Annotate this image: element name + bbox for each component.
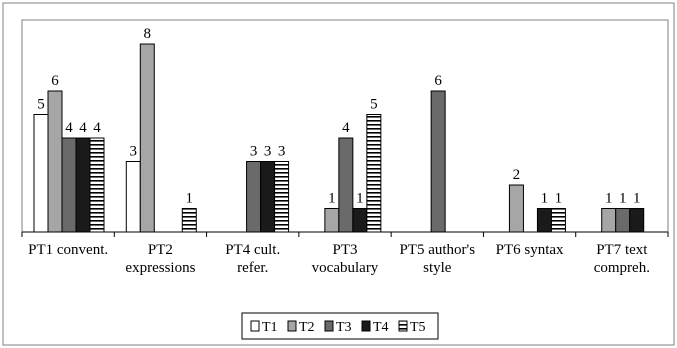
x-tick-label-line: PT6 syntax <box>496 242 564 258</box>
data-label-t2-cat1: 6 <box>51 73 59 89</box>
x-tick-label-6: PT6 syntax <box>496 242 564 258</box>
x-tick-label-line: refer. <box>237 260 268 276</box>
data-label-t5-cat4: 5 <box>370 97 378 113</box>
data-label-t2-cat7: 1 <box>605 191 613 207</box>
x-tick-label-line: PT7 text <box>596 242 648 258</box>
bar-t4-cat4 <box>352 208 368 233</box>
data-label-t4-cat4: 1 <box>356 191 364 207</box>
data-label-t3-cat5: 6 <box>434 73 442 89</box>
data-label-t3-cat4: 4 <box>342 120 350 136</box>
x-tick-label-line: style <box>423 260 452 276</box>
x-tick-label-line: PT5 author's <box>399 242 475 258</box>
bar-t3-cat7 <box>615 208 631 233</box>
bar-t5-cat6 <box>550 208 566 233</box>
x-tick-label-7: PT7 text compreh. <box>594 242 650 276</box>
legend-label-t3: T3 <box>336 320 352 335</box>
x-tick-label-line: PT2 <box>148 242 173 258</box>
bar-t3-cat5 <box>430 90 446 233</box>
bar-t4-cat6 <box>536 208 552 233</box>
legend-swatch-t4 <box>361 320 371 332</box>
data-label-t5-cat1: 4 <box>93 120 101 136</box>
bar-t2-cat6 <box>508 184 524 233</box>
legend: T1 T2 T3 T4 T5 <box>241 312 439 340</box>
data-label-t4-cat1: 4 <box>79 120 87 136</box>
bar-t4-cat7 <box>629 208 645 233</box>
legend-swatch-t1 <box>250 320 260 332</box>
data-label-t4-cat3: 3 <box>264 144 272 160</box>
bar-t3-cat4 <box>338 137 354 233</box>
data-label-t5-cat2: 1 <box>186 191 194 207</box>
x-tick-label-5: PT5 author's style <box>399 242 475 276</box>
bar-t5-cat3 <box>274 161 290 233</box>
x-tick-label-line: vocabulary <box>312 260 379 276</box>
x-tick-label-line: compreh. <box>594 260 650 276</box>
bar-t3-cat1 <box>61 137 77 233</box>
data-label-t3-cat7: 1 <box>619 191 627 207</box>
legend-label-t4: T4 <box>373 320 389 335</box>
x-tick-label-2: PT2 expressions <box>125 242 195 276</box>
data-label-t5-cat3: 3 <box>278 144 286 160</box>
bar-t2-cat1 <box>47 90 63 233</box>
bar-t5-cat1 <box>89 137 105 233</box>
x-tick-label-3: PT4 cult. refer. <box>225 242 280 276</box>
data-label-t3-cat1: 4 <box>65 120 73 136</box>
data-label-t2-cat4: 1 <box>328 191 336 207</box>
legend-label-t5: T5 <box>410 320 426 335</box>
data-label-t4-cat7: 1 <box>633 191 641 207</box>
bar-t5-cat4 <box>366 114 382 233</box>
data-label-t1-cat1: 5 <box>37 97 45 113</box>
x-tick-label-line: PT3 <box>332 242 357 258</box>
legend-label-t2: T2 <box>299 320 315 335</box>
legend-swatch-t2 <box>287 320 297 332</box>
bar-t1-cat1 <box>33 114 49 233</box>
x-tick-label-1: PT1 convent. <box>28 242 108 258</box>
data-label-t5-cat6: 1 <box>555 191 563 207</box>
data-label-t2-cat2: 8 <box>144 26 152 42</box>
bar-t4-cat3 <box>260 161 276 233</box>
legend-swatch-t3 <box>324 320 334 332</box>
data-label-t2-cat6: 2 <box>513 167 521 183</box>
bar-t3-cat3 <box>246 161 262 233</box>
legend-swatch-t5 <box>398 320 408 332</box>
bar-t2-cat4 <box>324 208 340 233</box>
bar-t5-cat2 <box>181 208 197 233</box>
x-tick-label-line: expressions <box>125 260 195 276</box>
data-label-t3-cat3: 3 <box>250 144 258 160</box>
bar-t1-cat2 <box>125 161 141 233</box>
x-tick-label-4: PT3 vocabulary <box>312 242 379 276</box>
bar-t2-cat7 <box>601 208 617 233</box>
x-tick-label-line: PT4 cult. <box>225 242 280 258</box>
x-tick-label-line: PT1 convent. <box>28 242 108 258</box>
legend-label-t1: T1 <box>262 320 278 335</box>
bar-t2-cat2 <box>139 43 155 233</box>
data-label-t1-cat2: 3 <box>130 144 138 160</box>
bar-t4-cat1 <box>75 137 91 233</box>
data-label-t4-cat6: 1 <box>541 191 549 207</box>
